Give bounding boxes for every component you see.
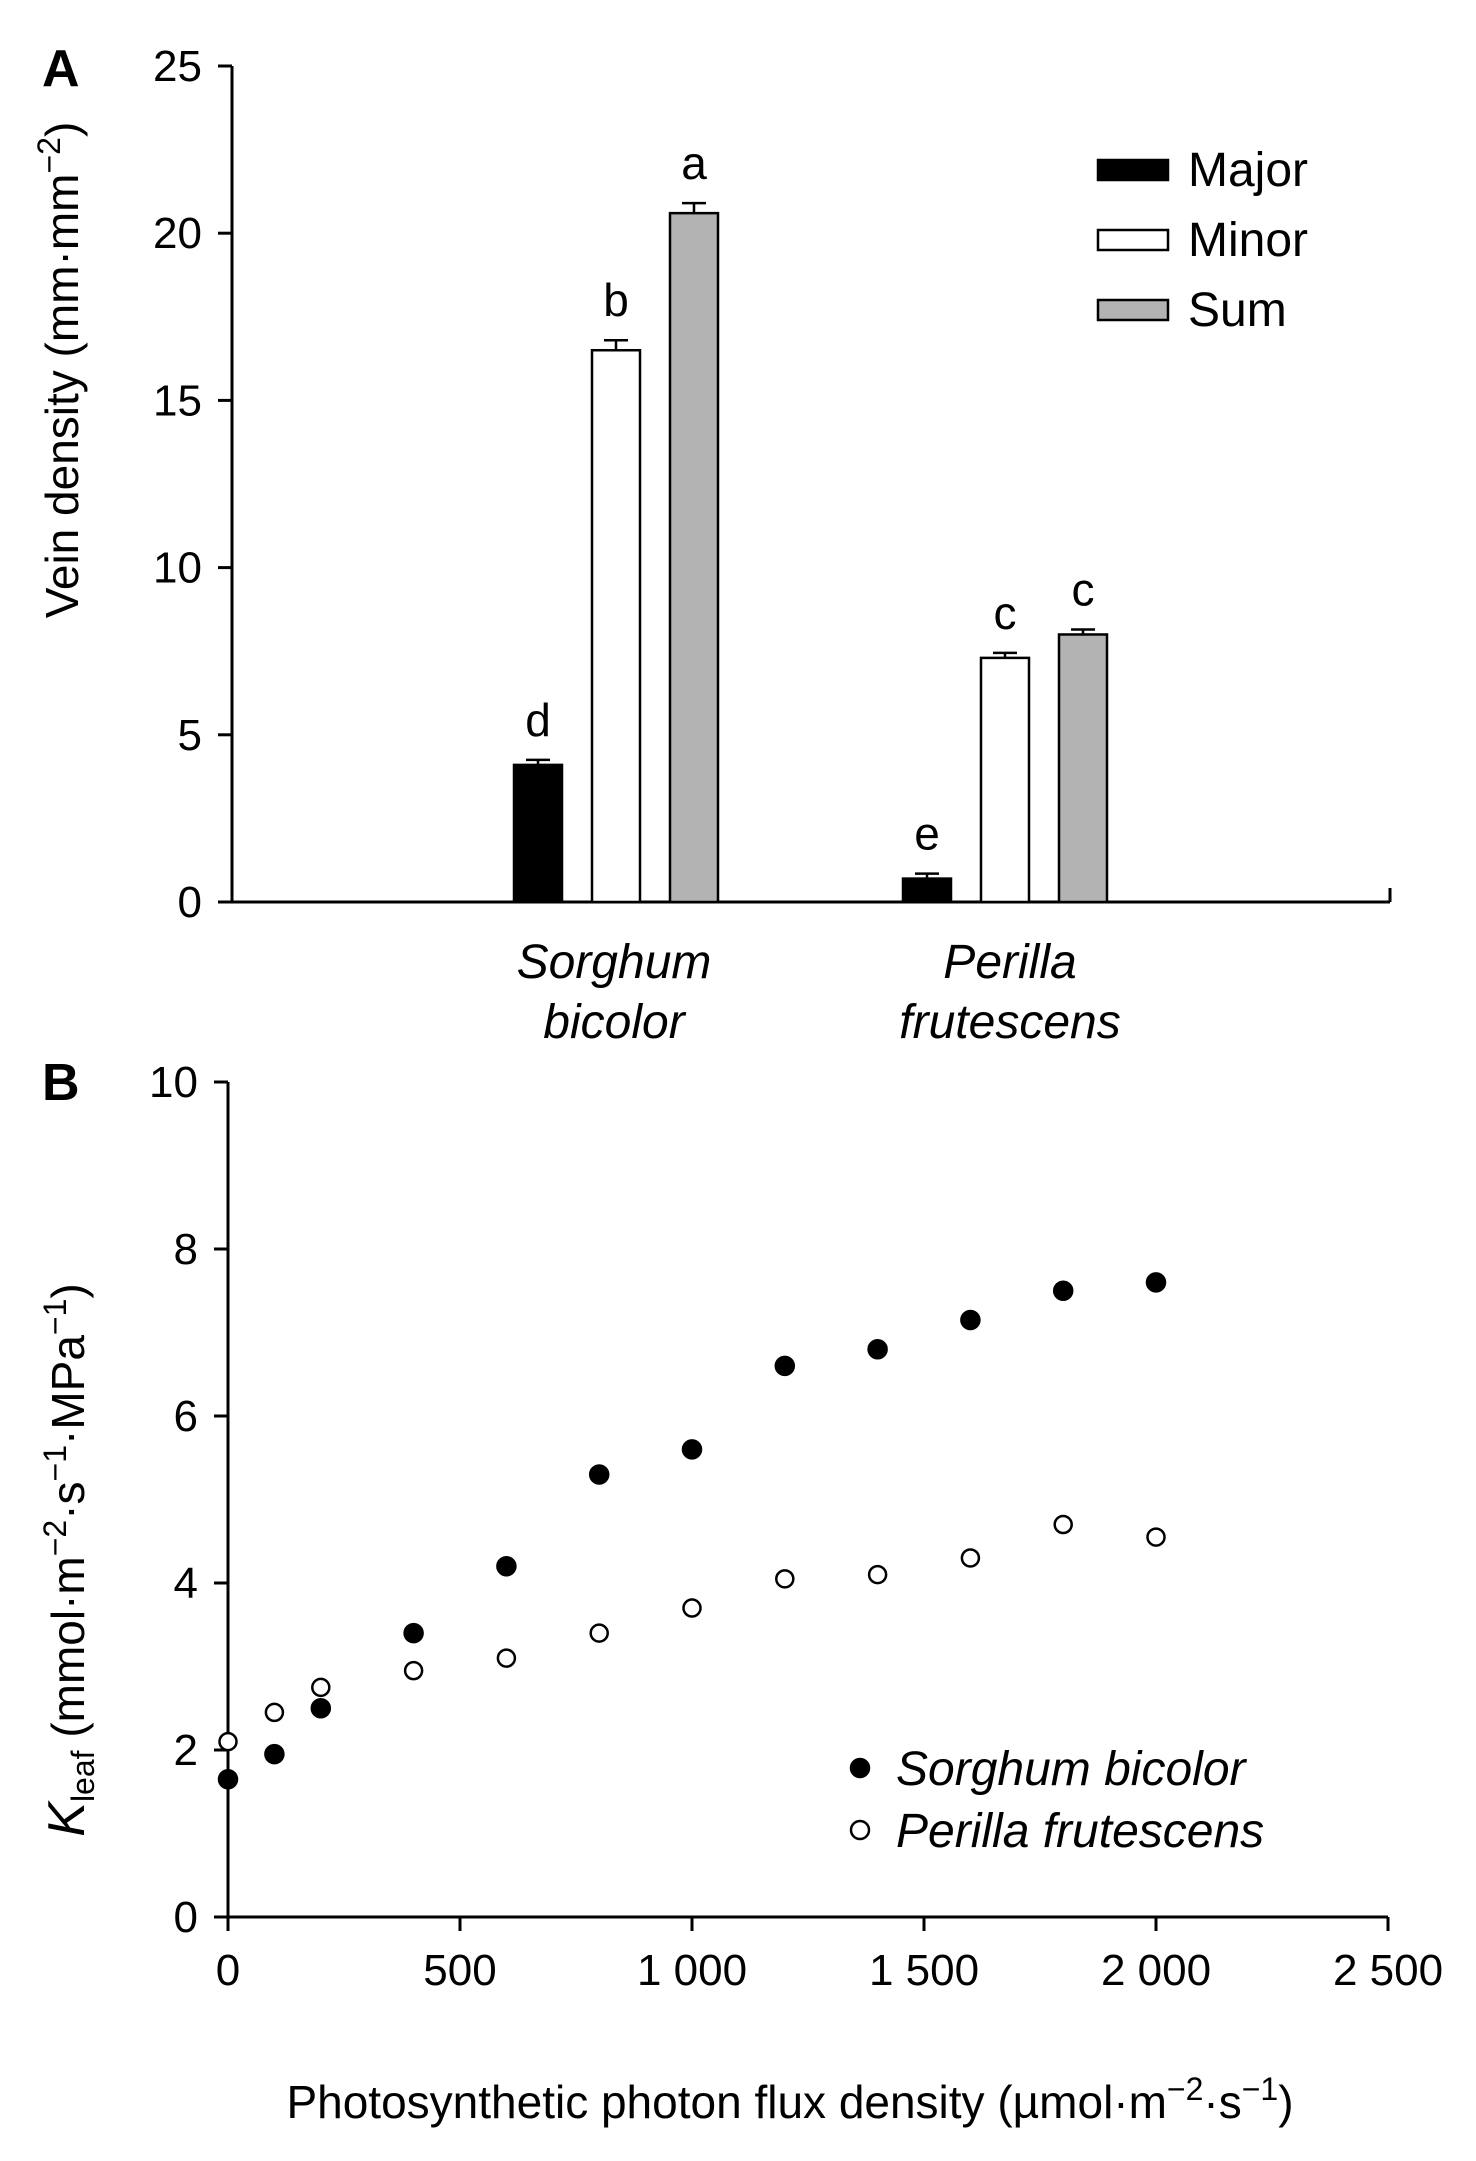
panel-b-point-sorghum [1145,1272,1167,1293]
panel-a-significance-letter: b [603,274,629,326]
panel-a-category-labels: Sorghum bicolor Perilla frutescens [517,936,1121,1049]
panel-b-x-tick-label: 500 [423,1946,496,1995]
panel-a-category-label: Sorghum [517,936,712,989]
panel-b-point-sorghum [264,1743,285,1765]
panel-a-bars: d e b c a c [512,137,1109,904]
panel-b-y-tick-label: 0 [174,1893,198,1942]
panel-a-significance-letter: a [681,137,707,189]
panel-b-x-tick-label: 2 500 [1333,1946,1443,1995]
panel-b-point-sorghum [681,1439,703,1460]
panel-b-point-sorghum [403,1622,424,1644]
panel-a-bar [901,877,953,904]
panel-b-point-sorghum [1052,1280,1074,1301]
panel-b-point-sorghum [310,1698,332,1719]
panel-b-legend: Sorghum bicolor Perilla frutescens [849,1743,1264,1858]
panel-b-x-tick-label: 1 500 [869,1946,979,1995]
panel-a-bar [590,348,642,904]
panel-a-bar [668,211,720,904]
panel-b-legend-label: Sorghum bicolor [896,1743,1248,1796]
panel-b-y-axis-label: Kleaf (mmol·m−2·s−1·MPa−1) [37,1283,101,1836]
panel-b-point-perilla [1146,1527,1166,1547]
panel-b-point-perilla [589,1623,609,1643]
panel-a-significance-letter: e [914,808,940,860]
panel-b-point-perilla [960,1548,981,1568]
panel-a-bar [512,763,564,904]
panel-a-y-axis-label: Vein density (mm·mm−2) [31,122,88,619]
panel-b-point-sorghum [588,1464,610,1485]
panel-b-point-perilla [264,1702,285,1723]
panel-b-y-tick-label: 8 [174,1225,198,1274]
panel-b-x-tick-label: 0 [216,1946,240,1995]
panel-a-legend-swatch [1096,298,1170,322]
panel-b-scatter-chart: B 0 2 4 6 8 10 0 500 1 000 1 500 2 000 2 500 Sorgh… [37,1054,1443,2128]
panel-a-category-label: bicolor [543,996,686,1049]
panel-a-legend-label: Minor [1188,214,1308,267]
panel-b-point-sorghum [496,1556,517,1577]
panel-b-legend-marker [849,1757,871,1779]
panel-b-y-tick-label: 4 [174,1559,198,1608]
panel-a-y-tick-label: 10 [153,544,202,593]
panel-a-legend: Major Minor Sum [1096,144,1308,337]
panel-b-point-sorghum [960,1309,981,1331]
panel-b-legend-marker [849,1819,871,1841]
panel-b-point-perilla [1053,1514,1073,1535]
panel-a-y-tick-label: 15 [153,376,202,425]
panel-b-legend-label: Perilla frutescens [896,1805,1264,1858]
panel-b-point-sorghum [774,1355,796,1377]
panel-b-label: B [42,1054,80,1112]
panel-b-point-perilla [775,1569,795,1589]
panel-b-point-perilla [682,1598,702,1618]
panel-a-axes [230,66,1392,904]
panel-a-y-ticks: 0 5 10 15 20 25 [153,42,232,927]
panel-a-y-tick-label: 0 [178,878,202,927]
panel-b-point-sorghum [217,1768,239,1790]
panel-b-y-tick-label: 10 [149,1058,198,1107]
panel-a-bar [1057,633,1109,904]
panel-a-bar-chart: A 0 5 10 15 20 25 d e b c a c Sorghum bicolor Perill… [31,40,1392,1049]
panel-a-legend-swatch [1096,228,1170,252]
panel-b-y-tick-label: 6 [174,1392,198,1441]
panel-b-y-tick-label: 2 [174,1726,198,1775]
panel-a-y-tick-label: 25 [153,42,202,91]
panel-b-x-ticks: 0 500 1 000 1 500 2 000 2 500 [216,1917,1443,1995]
panel-a-significance-letter: c [1072,563,1095,615]
panel-b-points [217,1272,1167,1790]
panel-b-point-sorghum [867,1338,888,1360]
panel-b-point-perilla [311,1677,331,1698]
panel-a-bar [979,656,1031,904]
panel-b-x-tick-label: 2 000 [1101,1946,1211,1995]
panel-a-label: A [42,40,80,98]
panel-a-y-tick-label: 20 [153,209,202,258]
panel-a-legend-swatch [1096,158,1170,182]
panel-b-x-axis-label: Photosynthetic photon flux density (µmol… [286,2071,1293,2128]
panel-a-y-tick-label: 5 [178,711,202,760]
panel-a-legend-label: Major [1188,144,1308,197]
panel-b-point-perilla [403,1660,424,1681]
panel-b-point-perilla [218,1731,238,1752]
panel-a-significance-letter: c [994,587,1017,639]
panel-b-point-perilla [496,1648,517,1668]
panel-b-y-ticks: 0 2 4 6 8 10 [149,1058,228,1942]
panel-b-point-perilla [867,1564,888,1585]
panel-a-category-label: Perilla [943,936,1076,989]
panel-b-x-tick-label: 1 000 [637,1946,747,1995]
panel-a-significance-letter: d [525,694,551,746]
panel-a-legend-label: Sum [1188,284,1287,337]
panel-a-category-label: frutescens [899,996,1120,1049]
